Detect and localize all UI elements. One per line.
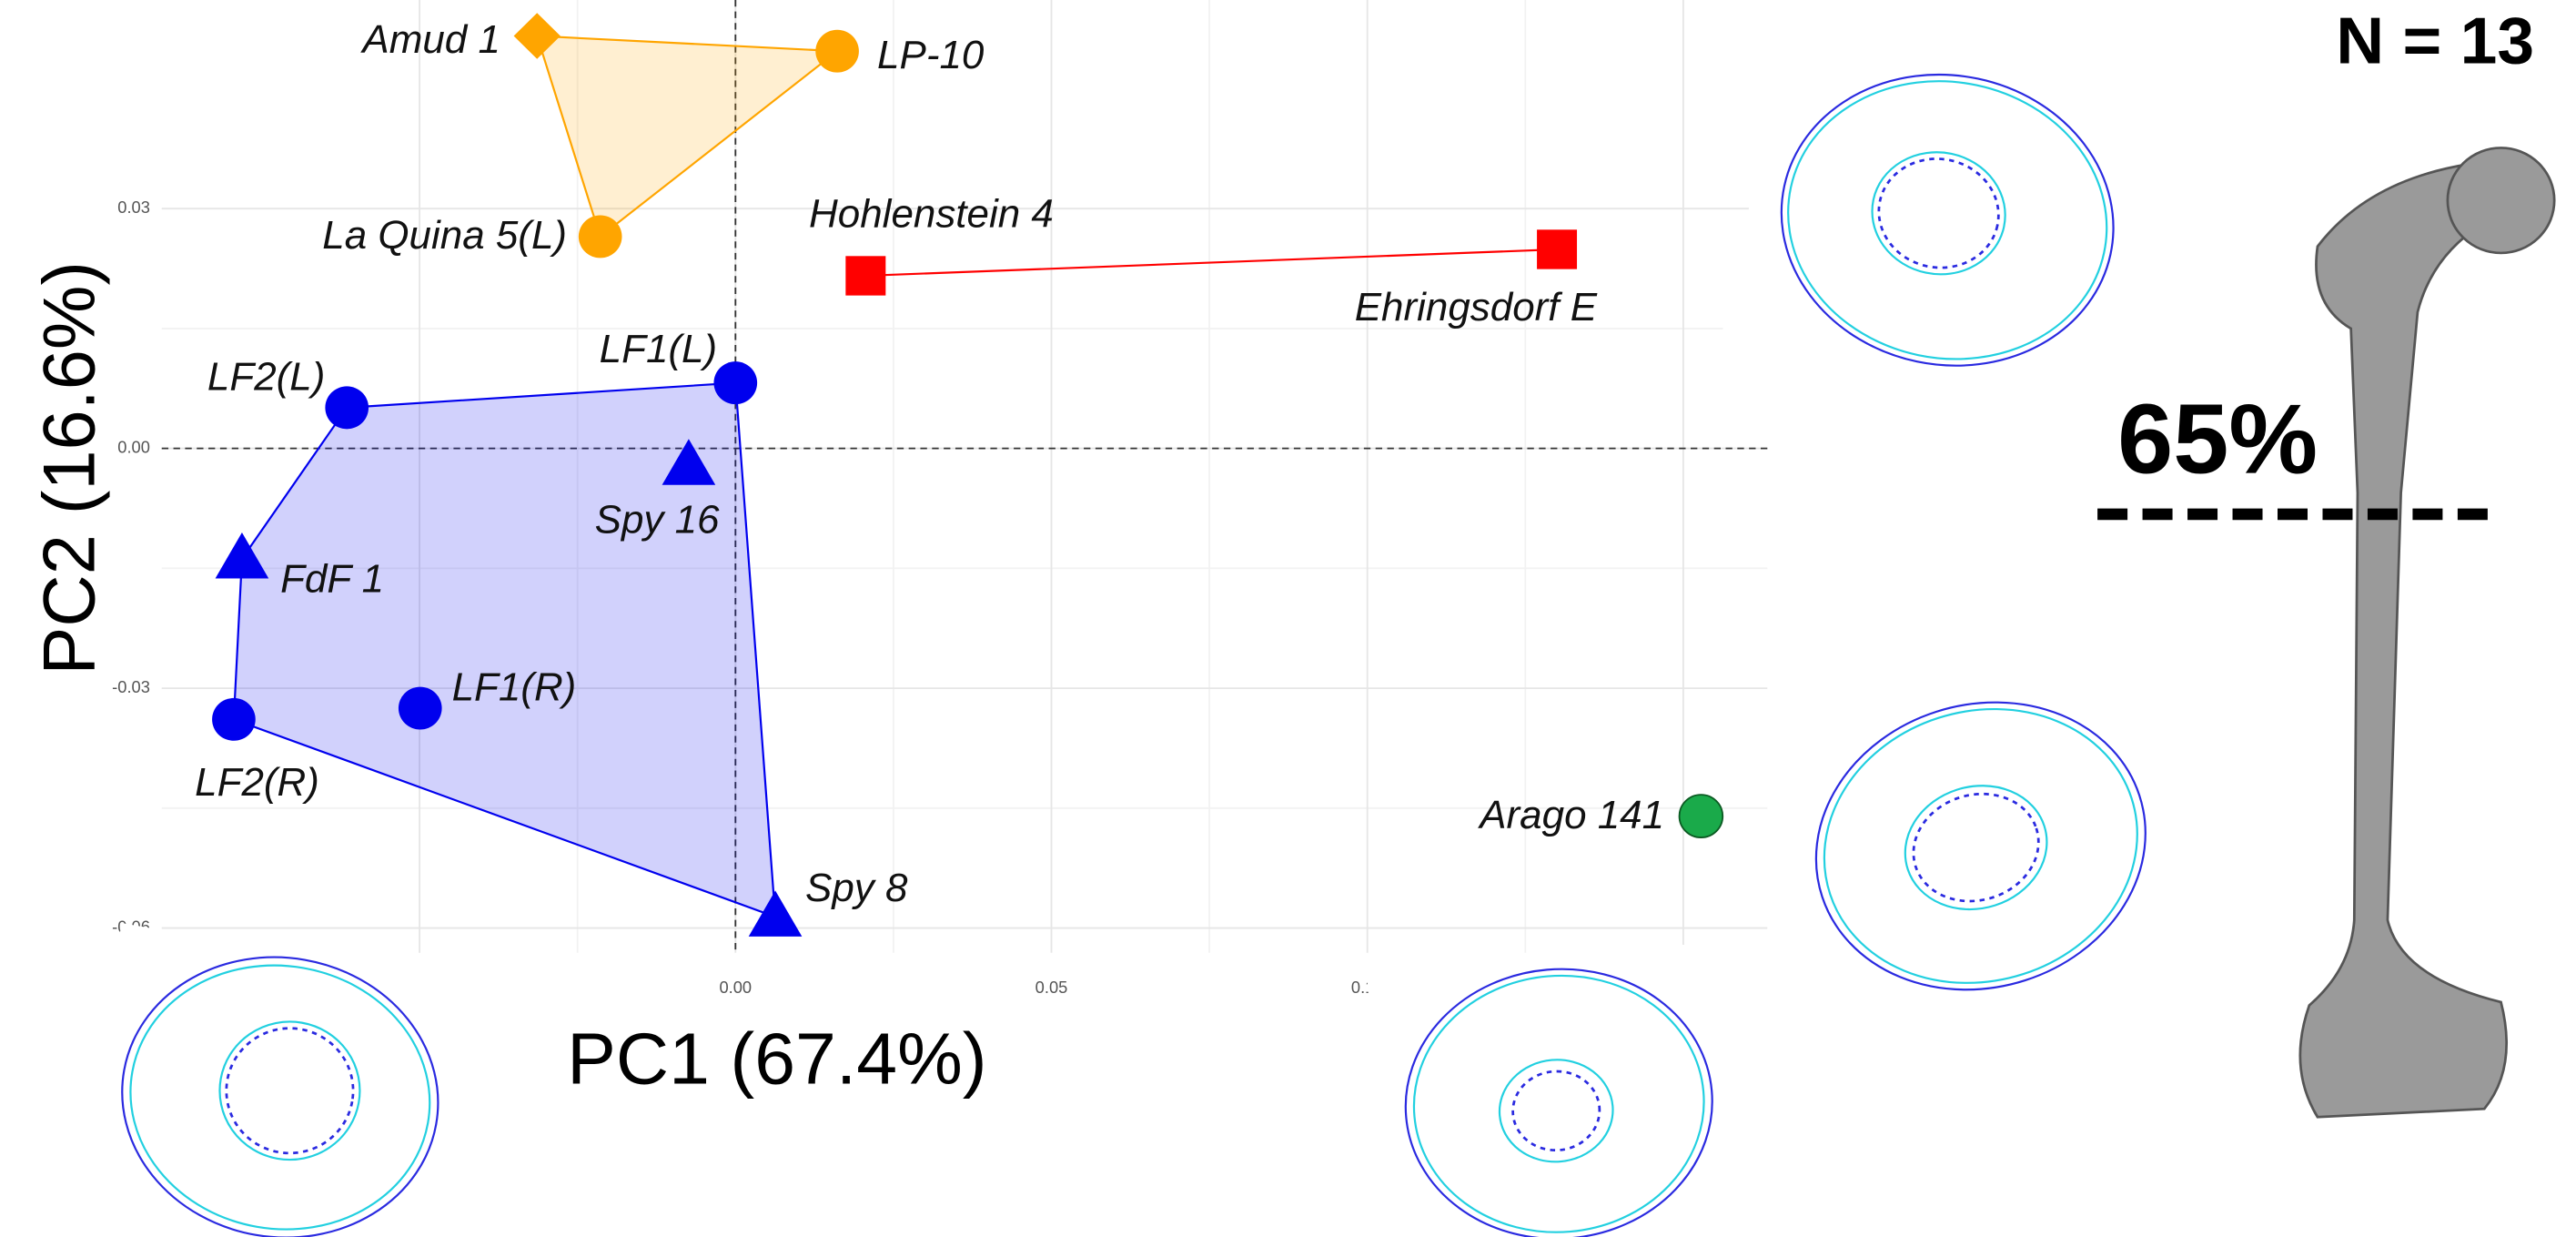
hull — [865, 248, 1558, 278]
point — [713, 361, 758, 405]
y-tick-label: -0.03 — [112, 678, 150, 696]
point-label: LP-10 — [877, 33, 984, 77]
hull — [232, 381, 777, 918]
y-tick-label: 0.00 — [117, 439, 150, 457]
point-label: La Quina 5(L) — [322, 213, 567, 258]
level-label: 65% — [2117, 384, 2318, 494]
point — [662, 439, 716, 485]
illustrations: 65% N = 13 — [70, 5, 2556, 1237]
point — [215, 532, 269, 579]
point — [325, 386, 369, 430]
point — [845, 256, 886, 296]
point-label: LF1(R) — [452, 665, 577, 710]
point-label: Hohlenstein 4 — [809, 192, 1054, 237]
point-label: FdF 1 — [280, 557, 384, 602]
point-label: Ehringsdorf E — [1355, 286, 1598, 330]
cross-section — [1366, 941, 1752, 1237]
point — [578, 215, 622, 259]
point — [398, 686, 442, 730]
point-label: Amud 1 — [359, 17, 500, 62]
point-label: Spy 8 — [805, 866, 907, 910]
sample-size: N = 13 — [2336, 5, 2534, 77]
cross-section — [70, 923, 490, 1237]
y-tick-label: 0.03 — [117, 198, 150, 217]
point — [815, 29, 859, 73]
point — [212, 697, 256, 741]
point — [1537, 229, 1578, 269]
point-label: LF2(L) — [207, 355, 325, 400]
point — [513, 13, 561, 59]
point-label: Spy 16 — [595, 498, 721, 542]
cross-section — [1757, 642, 2205, 1050]
x-axis-title: PC1 (67.4%) — [567, 1019, 986, 1099]
point — [1678, 794, 1724, 838]
x-tick-label: 0.05 — [1035, 978, 1068, 997]
point — [748, 890, 803, 937]
y-axis-title: PC2 (16.6%) — [28, 261, 110, 674]
point-label: LF2(R) — [195, 760, 319, 805]
point-label: Arago 141 — [1477, 793, 1664, 837]
point-label: LF1(L) — [600, 327, 717, 371]
hull — [535, 35, 841, 238]
plot: -0.050.000.050.100.150.030.00-0.03-0.06A… — [112, 0, 1768, 997]
femur — [2298, 147, 2556, 1119]
x-tick-label: 0.00 — [719, 978, 752, 997]
cross-section — [1721, 22, 2175, 419]
